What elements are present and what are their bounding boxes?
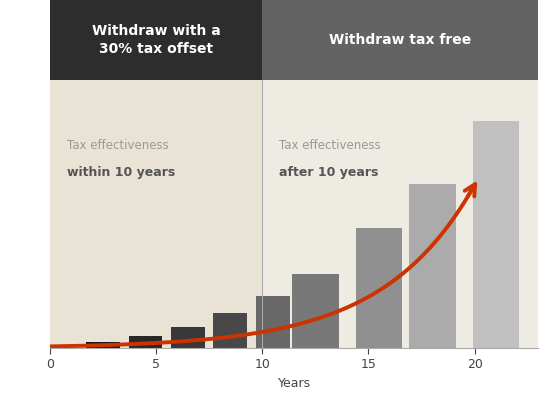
X-axis label: Years: Years	[278, 377, 311, 390]
Bar	[472, 121, 519, 348]
Bar	[292, 274, 339, 348]
Text: after 10 years: after 10 years	[279, 166, 379, 179]
Bar	[50, 80, 263, 348]
Text: within 10 years: within 10 years	[67, 166, 175, 179]
Text: Withdraw tax free: Withdraw tax free	[329, 33, 471, 47]
Bar	[171, 326, 205, 348]
Bar	[214, 313, 248, 348]
Bar	[256, 296, 290, 348]
Bar	[86, 342, 120, 348]
Text: Tax effectiveness: Tax effectiveness	[67, 139, 169, 152]
Bar	[129, 336, 163, 348]
Text: Tax effectiveness: Tax effectiveness	[279, 139, 381, 152]
Bar	[409, 184, 456, 348]
Text: Withdraw with a
30% tax offset: Withdraw with a 30% tax offset	[92, 24, 220, 56]
Bar	[356, 228, 402, 348]
Bar	[263, 80, 538, 348]
